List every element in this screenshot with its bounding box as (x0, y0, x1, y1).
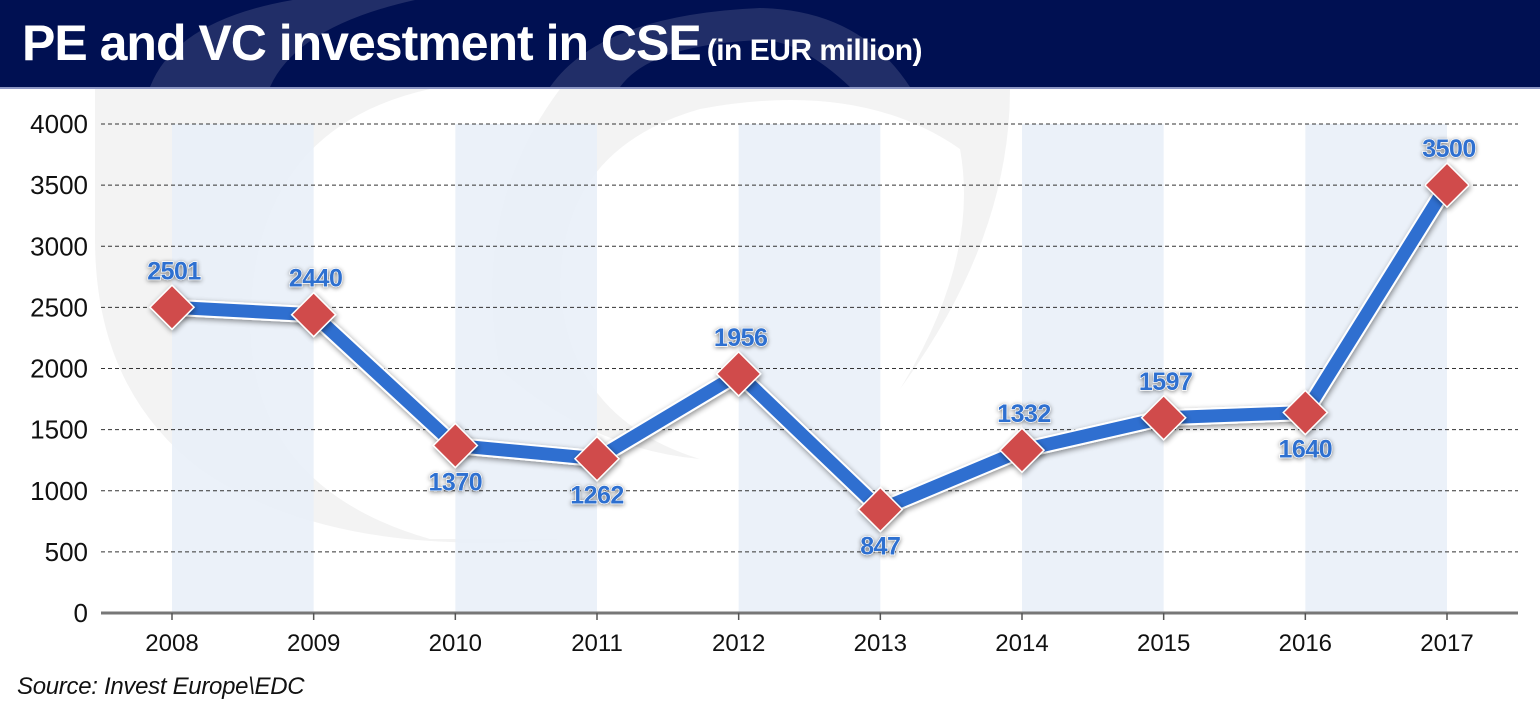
x-tick-label: 2017 (1420, 630, 1473, 657)
series-line (171, 181, 1453, 516)
y-tick-label: 1500 (30, 415, 88, 445)
y-tick-label: 4000 (30, 109, 88, 139)
data-label: 1332 (997, 400, 1051, 428)
data-point-marker (1140, 394, 1187, 441)
x-tick-label: 2008 (145, 630, 198, 657)
data-label: 847 (860, 532, 900, 560)
y-tick-label: 3000 (30, 231, 88, 261)
watermark-arc (150, 0, 416, 87)
gridlines (101, 123, 1518, 553)
x-tick-label: 2013 (854, 630, 907, 657)
source-note: Source: Invest Europe\EDC (17, 673, 305, 700)
data-label: 2440 (289, 265, 343, 293)
chart-title-text: PE and VC investment in CSE (22, 15, 702, 71)
data-label: 1956 (714, 324, 768, 352)
chart-subtitle: (in EUR million) (706, 34, 923, 67)
chart-title: PE and VC investment in CSE (in EUR milli… (22, 14, 923, 72)
data-label: 1262 (570, 482, 624, 510)
y-tick-label: 2000 (30, 354, 88, 384)
data-point-marker (857, 486, 904, 533)
data-label: 1640 (1279, 436, 1333, 464)
x-tick-label: 2016 (1279, 630, 1332, 657)
data-point-marker (432, 422, 479, 469)
data-point-marker (148, 284, 196, 331)
y-tick-label: 500 (45, 537, 88, 567)
data-label: 1370 (429, 469, 483, 497)
y-tick-label: 2500 (30, 292, 88, 322)
y-tick-label: 1000 (30, 476, 88, 506)
header-watermark (150, 0, 910, 87)
data-point-marker (573, 435, 621, 482)
data-label: 1597 (1139, 368, 1193, 396)
x-tick-label: 2009 (287, 630, 340, 657)
x-tick-label: 2015 (1137, 630, 1190, 657)
x-tick-label: 2011 (571, 630, 623, 657)
data-series (148, 162, 1471, 533)
y-tick-label: 0 (74, 598, 88, 628)
x-tick-label: 2012 (712, 630, 765, 657)
watermark-arc (550, 8, 910, 87)
x-tick-label: 2010 (429, 630, 482, 657)
data-label: 2501 (147, 257, 201, 285)
category-band (455, 124, 597, 613)
y-tick-label: 3500 (30, 170, 88, 200)
data-point-marker (1282, 389, 1329, 436)
data-point-marker (715, 350, 762, 397)
data-label: 3500 (1422, 135, 1476, 163)
x-tick-label: 2014 (995, 630, 1048, 657)
data-point-marker (1423, 162, 1471, 209)
data-point-marker (290, 291, 337, 338)
x-axis: 2008 2009 2010 2011 2012 2013 2014 2015 2016 2017 (101, 611, 1518, 657)
y-axis: 0 500 1000 1500 2000 2500 3000 3500 4000 (30, 109, 88, 628)
data-point-marker (998, 427, 1046, 474)
chart-header: PE and VC investment in CSE (in EUR milli… (0, 0, 1540, 89)
data-labels: 2501 2440 1370 1262 1956 847 1332 1597 1640 3500 (147, 135, 1477, 562)
